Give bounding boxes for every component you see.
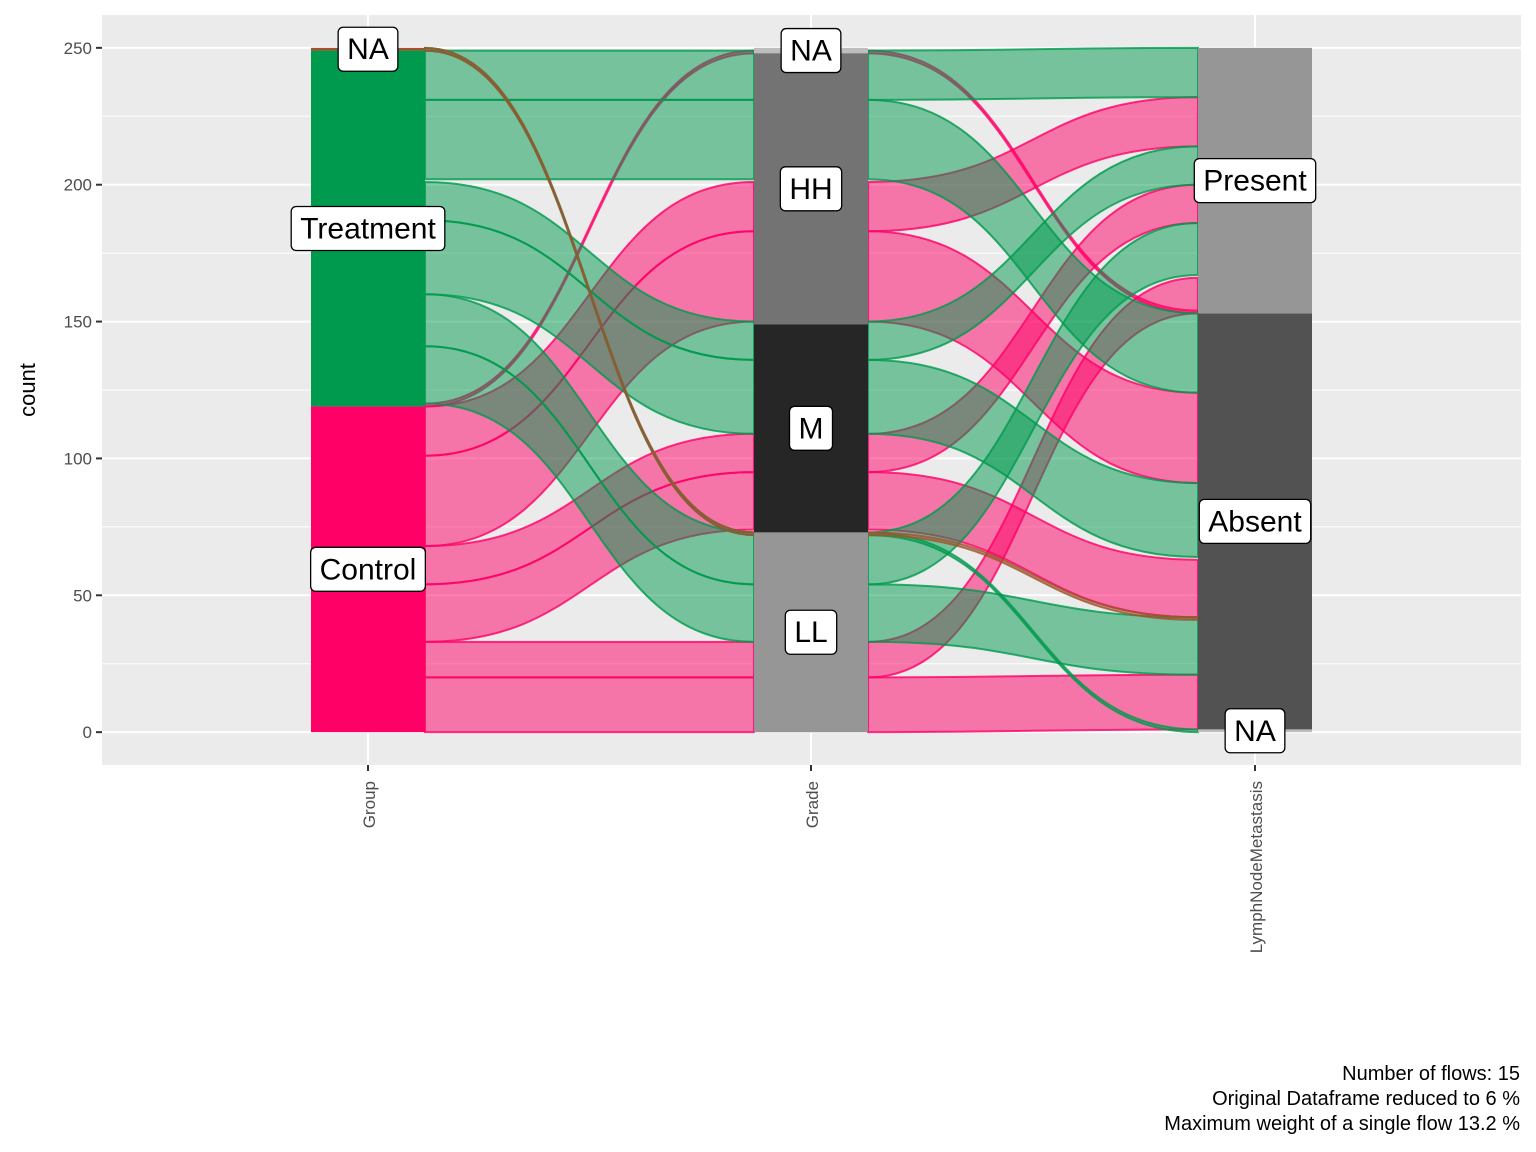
stratum-label: LL: [784, 609, 838, 655]
caption-max-weight: Maximum weight of a single flow 13.2 %: [1164, 1113, 1520, 1135]
stratum-label: NA: [1224, 708, 1286, 754]
stratum-label: NA: [780, 27, 842, 74]
stratum-label-box: [1224, 708, 1286, 754]
caption-reduced: Original Dataframe reduced to 6 %: [1212, 1088, 1520, 1110]
stratum-label: Control: [309, 546, 427, 592]
stratum-label-box: [1198, 498, 1312, 545]
flow-ribbon: [424, 49, 755, 101]
stratum-label: Present: [1193, 157, 1317, 204]
y-tick-label: 150: [64, 313, 92, 332]
flow-ribbon: [424, 640, 755, 679]
stratum-label-text: Present: [1203, 165, 1307, 198]
y-tick-label: 0: [83, 723, 92, 742]
y-tick-label: 200: [64, 176, 92, 195]
stratum-label-text: NA: [1234, 715, 1276, 748]
stratum-label: Treatment: [290, 205, 446, 252]
stratum-label-text: HH: [789, 173, 832, 206]
x-axis: Group Grade LymphNodeMetastasis: [360, 765, 1266, 953]
y-tick-label: 250: [64, 39, 92, 58]
stratum-label-box: [784, 609, 838, 655]
stratum-label: NA: [337, 26, 399, 72]
stratum-label-box: [290, 205, 446, 252]
stratum-label-text: LL: [794, 616, 827, 649]
stratum-label-text: M: [799, 412, 824, 445]
stratum-label-text: NA: [347, 33, 389, 66]
flow-ribbon: [867, 46, 1199, 101]
stratum-label-box: [309, 546, 427, 592]
y-tick-label: 100: [64, 449, 92, 468]
x-tick-label: Group: [360, 781, 379, 828]
y-axis: 0 50 100 150 200 250: [64, 39, 102, 742]
stratum-label-box: [780, 27, 842, 74]
flow-ribbon: [424, 98, 755, 181]
stratum-label: M: [788, 405, 834, 451]
flow-ribbon: [424, 676, 755, 734]
stratum-label-text: Treatment: [300, 213, 436, 246]
stratum-label-box: [779, 166, 843, 212]
stratum-label: Absent: [1198, 498, 1312, 545]
stratum-label: HH: [779, 166, 843, 212]
y-axis-title: count: [15, 363, 40, 417]
x-tick-label: Grade: [803, 781, 822, 828]
stratum-labels: Control Treatment NA LL M HH NA NA Absent Present: [290, 26, 1317, 754]
stratum-label-text: NA: [790, 35, 832, 68]
stratum-label-box: [337, 26, 399, 72]
stratum-label-box: [788, 405, 834, 451]
stratum-label-box: [1193, 157, 1317, 204]
stratum-label-text: Control: [320, 553, 417, 586]
caption-flows: Number of flows: 15: [1342, 1063, 1520, 1085]
stratum-label-text: Absent: [1208, 505, 1302, 538]
x-tick-label: LymphNodeMetastasis: [1247, 781, 1266, 953]
caption: Number of flows: 15 Original Dataframe r…: [1164, 1062, 1520, 1137]
y-tick-label: 50: [73, 586, 92, 605]
